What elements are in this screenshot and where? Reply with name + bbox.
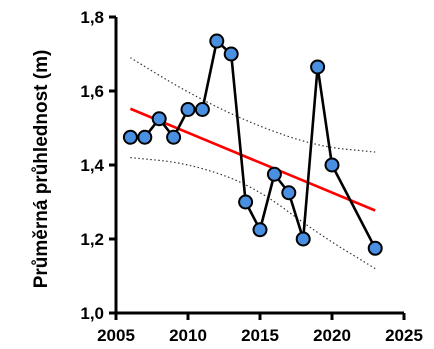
trend-line bbox=[129, 107, 376, 212]
x-tick-label-2025: 2025 bbox=[385, 326, 423, 345]
y-tick-label-1: 1,2 bbox=[80, 230, 104, 249]
data-point-2012 bbox=[209, 33, 225, 49]
x-tick-label-2010: 2010 bbox=[169, 326, 207, 345]
data-point-2015 bbox=[252, 222, 268, 238]
x-tick-label-2005: 2005 bbox=[97, 326, 135, 345]
axes: 2005 2010 2015 2020 2025 1,0 1,2 1,4 1,6 1,8 bbox=[80, 8, 423, 345]
series-line bbox=[130, 39, 377, 249]
x-tick-label-2015: 2015 bbox=[241, 326, 279, 345]
data-point-2017 bbox=[281, 185, 297, 201]
y-tick-label-4: 1,8 bbox=[80, 8, 104, 27]
y-tick-label-3: 1,6 bbox=[80, 82, 104, 101]
series-group bbox=[122, 33, 383, 256]
y-axis-label: Průměrná průhlednost (m) bbox=[31, 50, 52, 289]
y-tick-label-0: 1,0 bbox=[80, 304, 104, 323]
data-point-2006 bbox=[122, 129, 138, 145]
data-point-2014 bbox=[238, 194, 254, 210]
y-tick-label-2: 1,4 bbox=[80, 156, 104, 175]
data-point-2016 bbox=[266, 166, 282, 182]
data-point-2019 bbox=[310, 59, 326, 75]
data-point-2010 bbox=[180, 102, 196, 117]
data-point-2013 bbox=[223, 46, 239, 62]
data-point-2007 bbox=[137, 129, 153, 145]
data-point-2009 bbox=[166, 129, 182, 145]
data-point-2020 bbox=[324, 157, 340, 173]
data-point-2008 bbox=[151, 111, 167, 127]
data-point-2011 bbox=[194, 102, 210, 117]
data-point-2018 bbox=[295, 231, 311, 247]
trend-line-group bbox=[129, 107, 376, 212]
x-tick-label-2020: 2020 bbox=[313, 326, 351, 345]
data-point-2023 bbox=[367, 240, 383, 256]
